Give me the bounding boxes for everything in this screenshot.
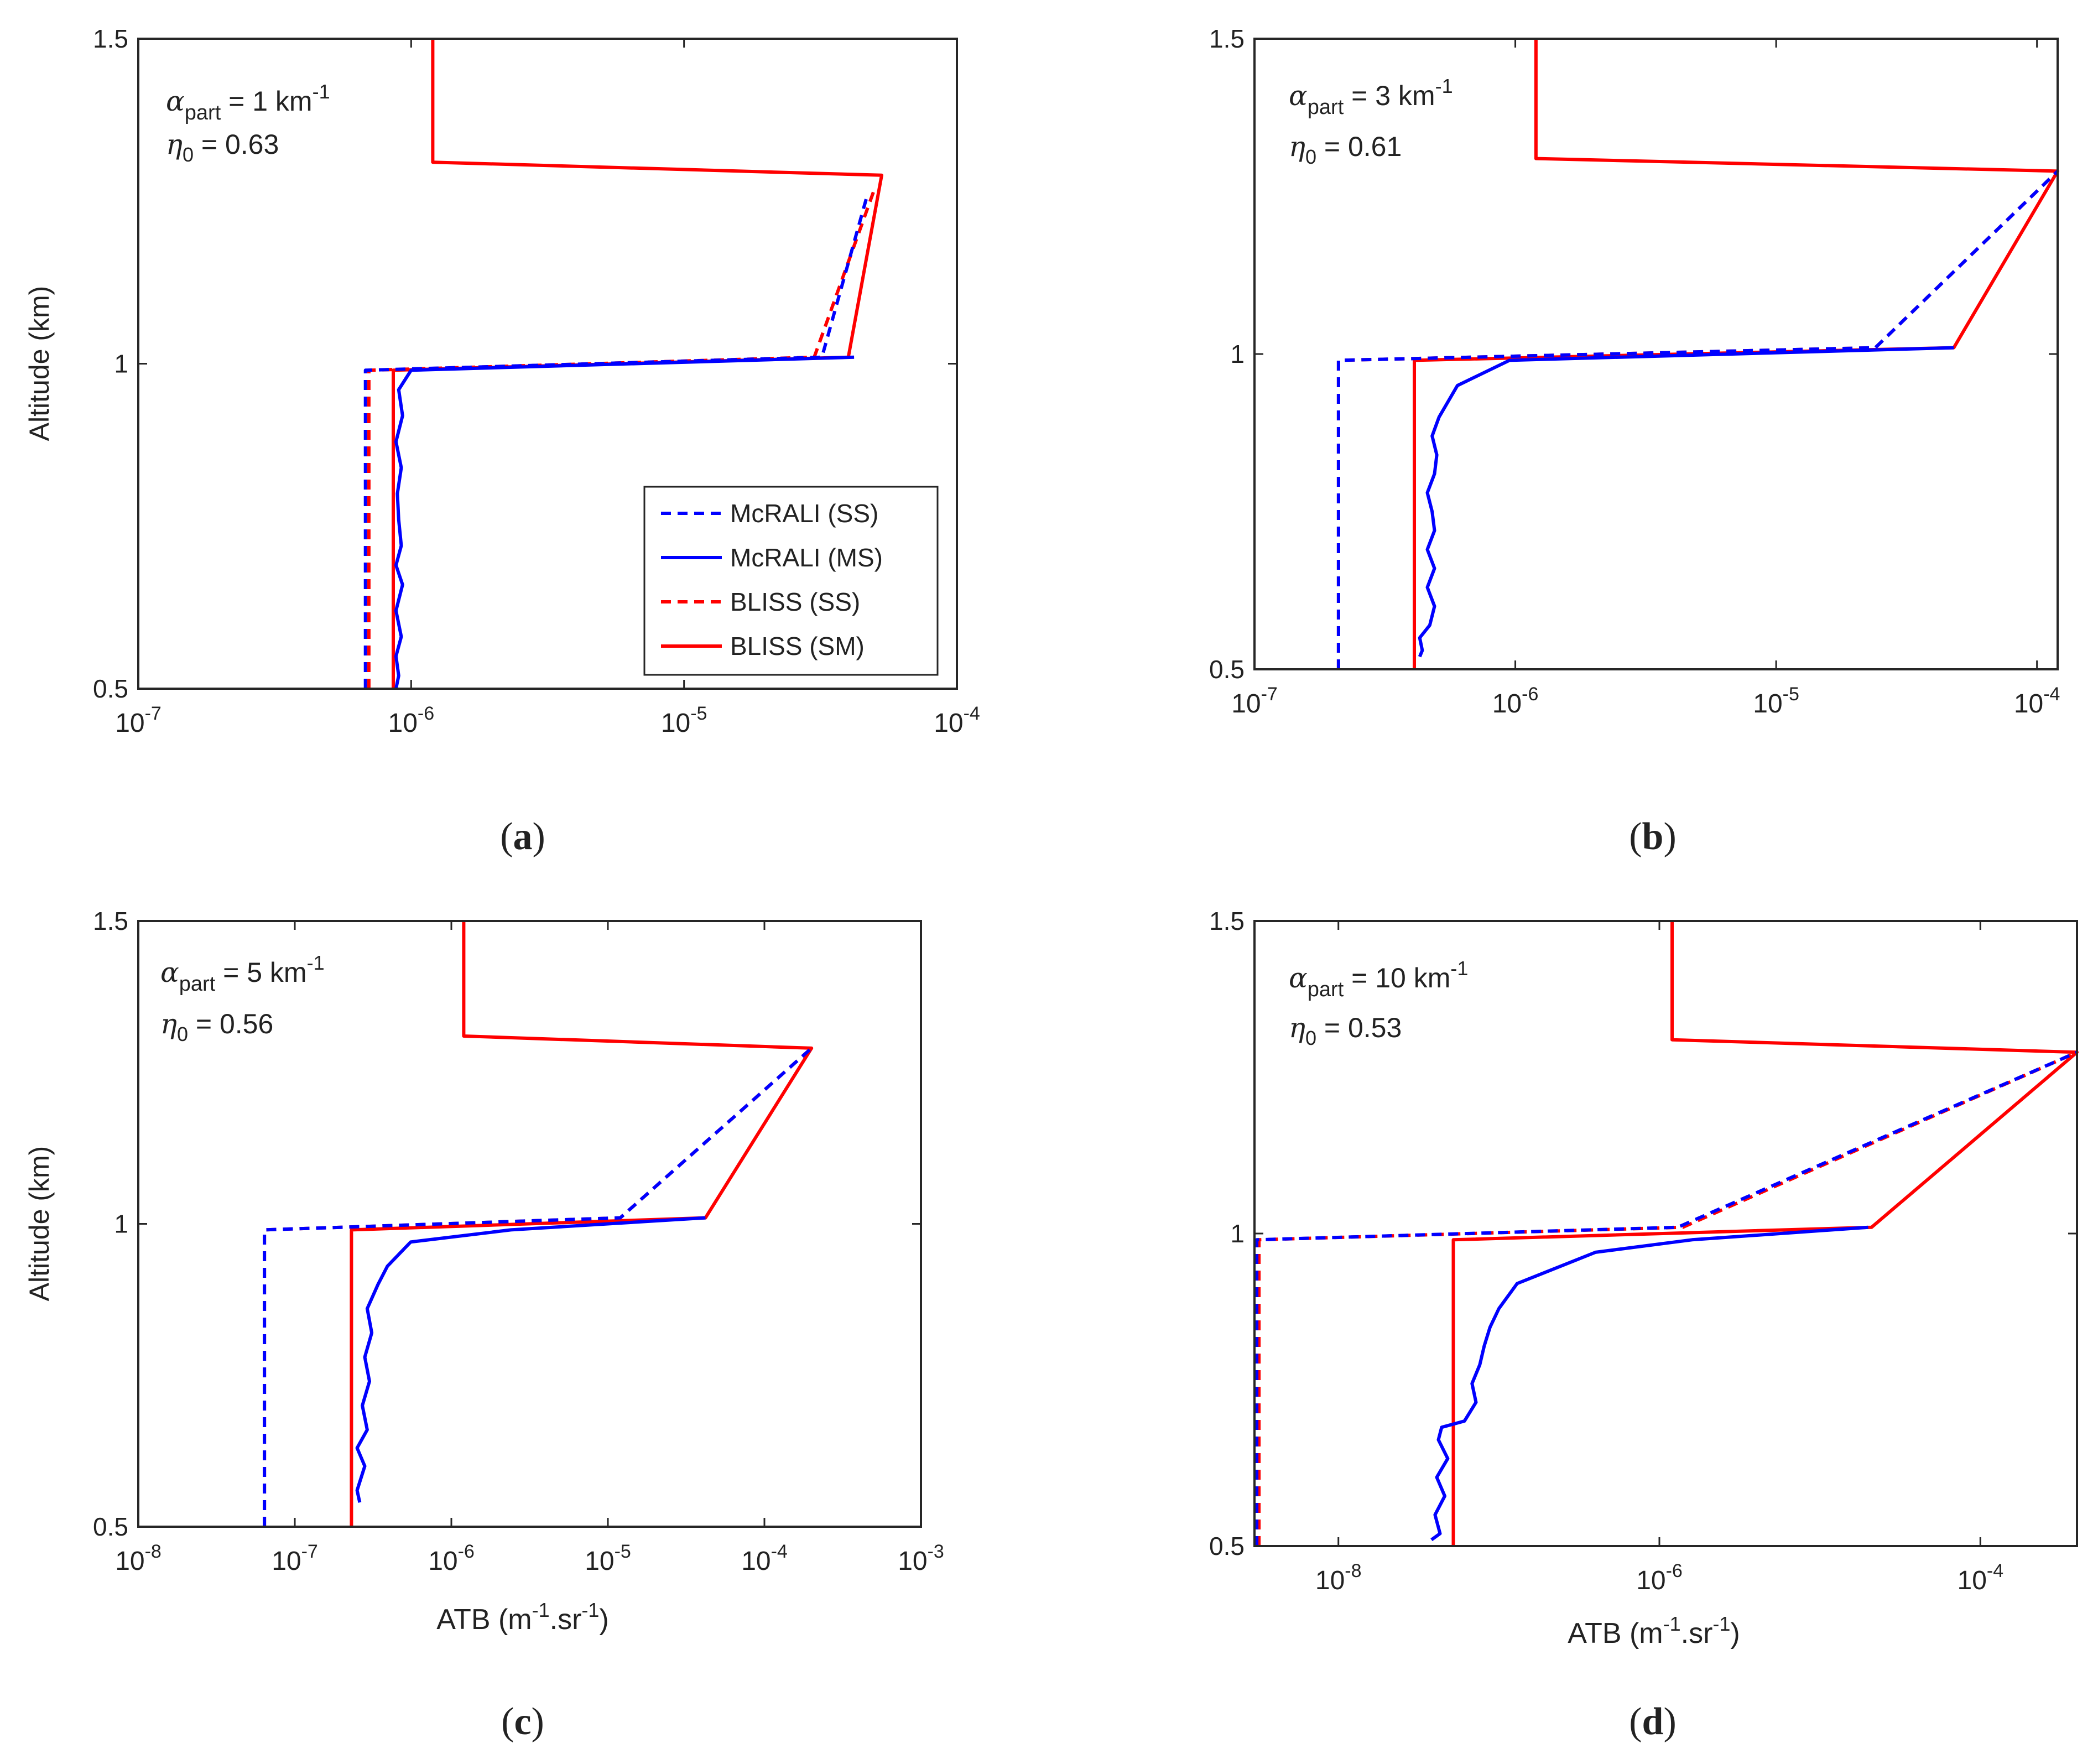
panel-b-ytick-label: 1 bbox=[1230, 340, 1245, 368]
panel-b-annotation: αpart = 3 km-1 η0 = 0.61 bbox=[1289, 75, 1453, 168]
panel-a-ytick-label: 0.5 bbox=[93, 674, 128, 703]
panel-a-eta-label: η0 = 0.63 bbox=[166, 128, 279, 166]
panel-c-caption-letter: c bbox=[514, 1700, 531, 1743]
panel-c-ytick-label: 0.5 bbox=[93, 1512, 128, 1541]
panel-d-line-bliss-sm bbox=[1451, 921, 2079, 1546]
panel-d-alpha-exp: -1 bbox=[1450, 957, 1468, 980]
panel-a-ticks: 10-7 10-6 10-5 10-4 0.5 1 1.5 bbox=[93, 24, 980, 738]
panel-c-ytick-label: 1.5 bbox=[93, 907, 128, 935]
panel-c-alpha-label: αpart = 5 km-1 bbox=[160, 951, 325, 996]
panel-d-ticks: 10-8 10-6 10-4 0.5 1 1.5 bbox=[1209, 907, 2077, 1595]
panel-b-xtick-label: 10-4 bbox=[2014, 684, 2060, 719]
panel-c-line-bliss-sm bbox=[350, 921, 814, 1527]
panel-b: 10-7 10-6 10-5 10-4 0.5 1 1.5 αpart = 3 km-1 η… bbox=[1209, 24, 2060, 858]
panel-a-alpha-value: = 1 km bbox=[221, 86, 312, 117]
panel-d-line-bliss-ss bbox=[1257, 1050, 2078, 1546]
panel-d-ytick-label: 0.5 bbox=[1209, 1532, 1245, 1560]
panel-d: 10-8 10-6 10-4 0.5 1 1.5 ATB (m-1.sr-1) αpart… bbox=[1209, 907, 2079, 1743]
panel-a-xtick-label: 10-7 bbox=[115, 703, 162, 738]
panel-c-xtick-label: 10-6 bbox=[428, 1541, 475, 1576]
panel-c-line-mcrali-ms bbox=[355, 1216, 706, 1503]
panel-a-caption-letter: a bbox=[513, 815, 533, 858]
panel-b-ytick-label: 1.5 bbox=[1209, 24, 1245, 53]
panel-c-xtick-label: 10-5 bbox=[585, 1541, 631, 1576]
panel-d-line-mcrali-ss bbox=[1255, 1050, 2078, 1546]
panel-b-line-bliss-ss bbox=[1336, 170, 2059, 669]
panel-b-eta-value: = 0.61 bbox=[1316, 131, 1402, 162]
panel-a-line-bliss-ss bbox=[367, 188, 877, 689]
panel-c-eta-label: η0 = 0.56 bbox=[160, 1008, 273, 1045]
panel-c-xtick-label: 10-4 bbox=[741, 1541, 788, 1576]
panel-a: 10-7 10-6 10-5 10-4 0.5 1 1.5 Altitude (km) αp… bbox=[24, 24, 980, 858]
panel-c-ylabel: Altitude (km) bbox=[24, 1146, 55, 1302]
panel-c-eta-value: = 0.56 bbox=[188, 1008, 273, 1039]
panel-b-eta-label: η0 = 0.61 bbox=[1289, 131, 1402, 168]
panel-a-series bbox=[363, 39, 883, 689]
panel-b-xtick-label: 10-6 bbox=[1492, 684, 1539, 719]
panel-c-series bbox=[263, 921, 814, 1527]
panel-b-caption: (b) bbox=[1629, 815, 1677, 858]
panel-d-eta-label: η0 = 0.53 bbox=[1289, 1012, 1402, 1049]
panel-d-xtick-label: 10-6 bbox=[1636, 1560, 1683, 1595]
panel-d-alpha-label: αpart = 10 km-1 bbox=[1289, 957, 1468, 1001]
panel-d-annotation: αpart = 10 km-1 η0 = 0.53 bbox=[1289, 957, 1468, 1049]
panel-b-alpha-exp: -1 bbox=[1435, 75, 1453, 97]
panel-c-xtick-label: 10-3 bbox=[898, 1541, 944, 1576]
panel-a-caption: (a) bbox=[500, 815, 545, 858]
legend-label-mcrali-ss: McRALI (SS) bbox=[730, 499, 878, 528]
panel-c-ytick-label: 1 bbox=[114, 1210, 128, 1239]
panel-a-line-mcrali-ms bbox=[394, 355, 855, 689]
panel-a-line-bliss-sm bbox=[392, 39, 883, 689]
panel-c: 10-8 10-7 10-6 10-5 10-4 10-3 0.5 1 1.5 Altitude… bbox=[24, 907, 944, 1743]
panel-a-line-mcrali-ss bbox=[363, 194, 870, 689]
panel-d-alpha-value: = 10 km bbox=[1344, 962, 1450, 993]
panel-a-alpha-label: αpart = 1 km-1 bbox=[166, 80, 330, 124]
panel-d-eta-value: = 0.53 bbox=[1316, 1012, 1402, 1043]
panel-c-xtick-label: 10-7 bbox=[272, 1541, 318, 1576]
panel-c-xtick-label: 10-8 bbox=[115, 1541, 162, 1576]
panel-b-line-mcrali-ss bbox=[1336, 170, 2059, 669]
panel-a-xtick-label: 10-5 bbox=[661, 703, 707, 738]
panel-c-caption: (c) bbox=[501, 1700, 544, 1743]
panel-c-ticks: 10-8 10-7 10-6 10-5 10-4 10-3 0.5 1 1.5 bbox=[93, 907, 944, 1576]
panel-b-xtick-label: 10-5 bbox=[1753, 684, 1799, 719]
legend: McRALI (SS) McRALI (MS) BLISS (SS) BLISS… bbox=[643, 486, 939, 676]
panel-a-alpha-exp: -1 bbox=[313, 80, 330, 103]
panel-a-annotation: αpart = 1 km-1 η0 = 0.63 bbox=[166, 80, 330, 166]
legend-label-mcrali-ms: McRALI (MS) bbox=[730, 543, 883, 572]
panel-d-xlabel: ATB (m-1.sr-1) bbox=[1568, 1612, 1740, 1649]
panel-d-ytick-label: 1.5 bbox=[1209, 907, 1245, 935]
panel-b-caption-letter: b bbox=[1642, 815, 1664, 858]
panel-b-line-mcrali-ms bbox=[1418, 346, 1954, 658]
panel-d-ytick-label: 1 bbox=[1230, 1219, 1245, 1248]
panel-d-caption: (d) bbox=[1629, 1700, 1677, 1743]
legend-box bbox=[643, 486, 939, 676]
panel-b-alpha-value: = 3 km bbox=[1344, 80, 1435, 111]
panel-a-xtick-label: 10-6 bbox=[388, 703, 435, 738]
panel-b-ticks: 10-7 10-6 10-5 10-4 0.5 1 1.5 bbox=[1209, 24, 2060, 719]
panel-b-xtick-label: 10-7 bbox=[1231, 684, 1278, 719]
panel-b-alpha-label: αpart = 3 km-1 bbox=[1289, 75, 1453, 119]
panel-d-xtick-label: 10-8 bbox=[1315, 1560, 1362, 1595]
panel-d-caption-letter: d bbox=[1642, 1700, 1664, 1743]
panel-c-xlabel: ATB (m-1.sr-1) bbox=[436, 1599, 608, 1636]
legend-label-bliss-ss: BLISS (SS) bbox=[730, 587, 860, 616]
panel-b-series bbox=[1336, 39, 2059, 669]
legend-label-bliss-sm: BLISS (SM) bbox=[730, 632, 865, 660]
panel-b-ytick-label: 0.5 bbox=[1209, 655, 1245, 684]
panel-b-line-bliss-sm bbox=[1413, 39, 2059, 669]
panel-a-eta-value: = 0.63 bbox=[194, 129, 279, 160]
panel-a-xtick-label: 10-4 bbox=[934, 703, 980, 738]
panel-a-ytick-label: 1 bbox=[114, 350, 128, 378]
panel-a-ylabel: Altitude (km) bbox=[24, 286, 55, 441]
panel-d-line-mcrali-ms bbox=[1430, 1225, 1868, 1542]
panel-d-series bbox=[1255, 921, 2079, 1546]
panel-c-line-mcrali-ss bbox=[263, 1047, 813, 1527]
panel-a-ytick-label: 1.5 bbox=[93, 24, 128, 53]
panel-c-alpha-exp: -1 bbox=[307, 951, 325, 974]
panel-c-alpha-value: = 5 km bbox=[215, 957, 306, 988]
panel-c-annotation: αpart = 5 km-1 η0 = 0.56 bbox=[160, 951, 325, 1045]
panel-d-xtick-label: 10-4 bbox=[1958, 1560, 2004, 1595]
